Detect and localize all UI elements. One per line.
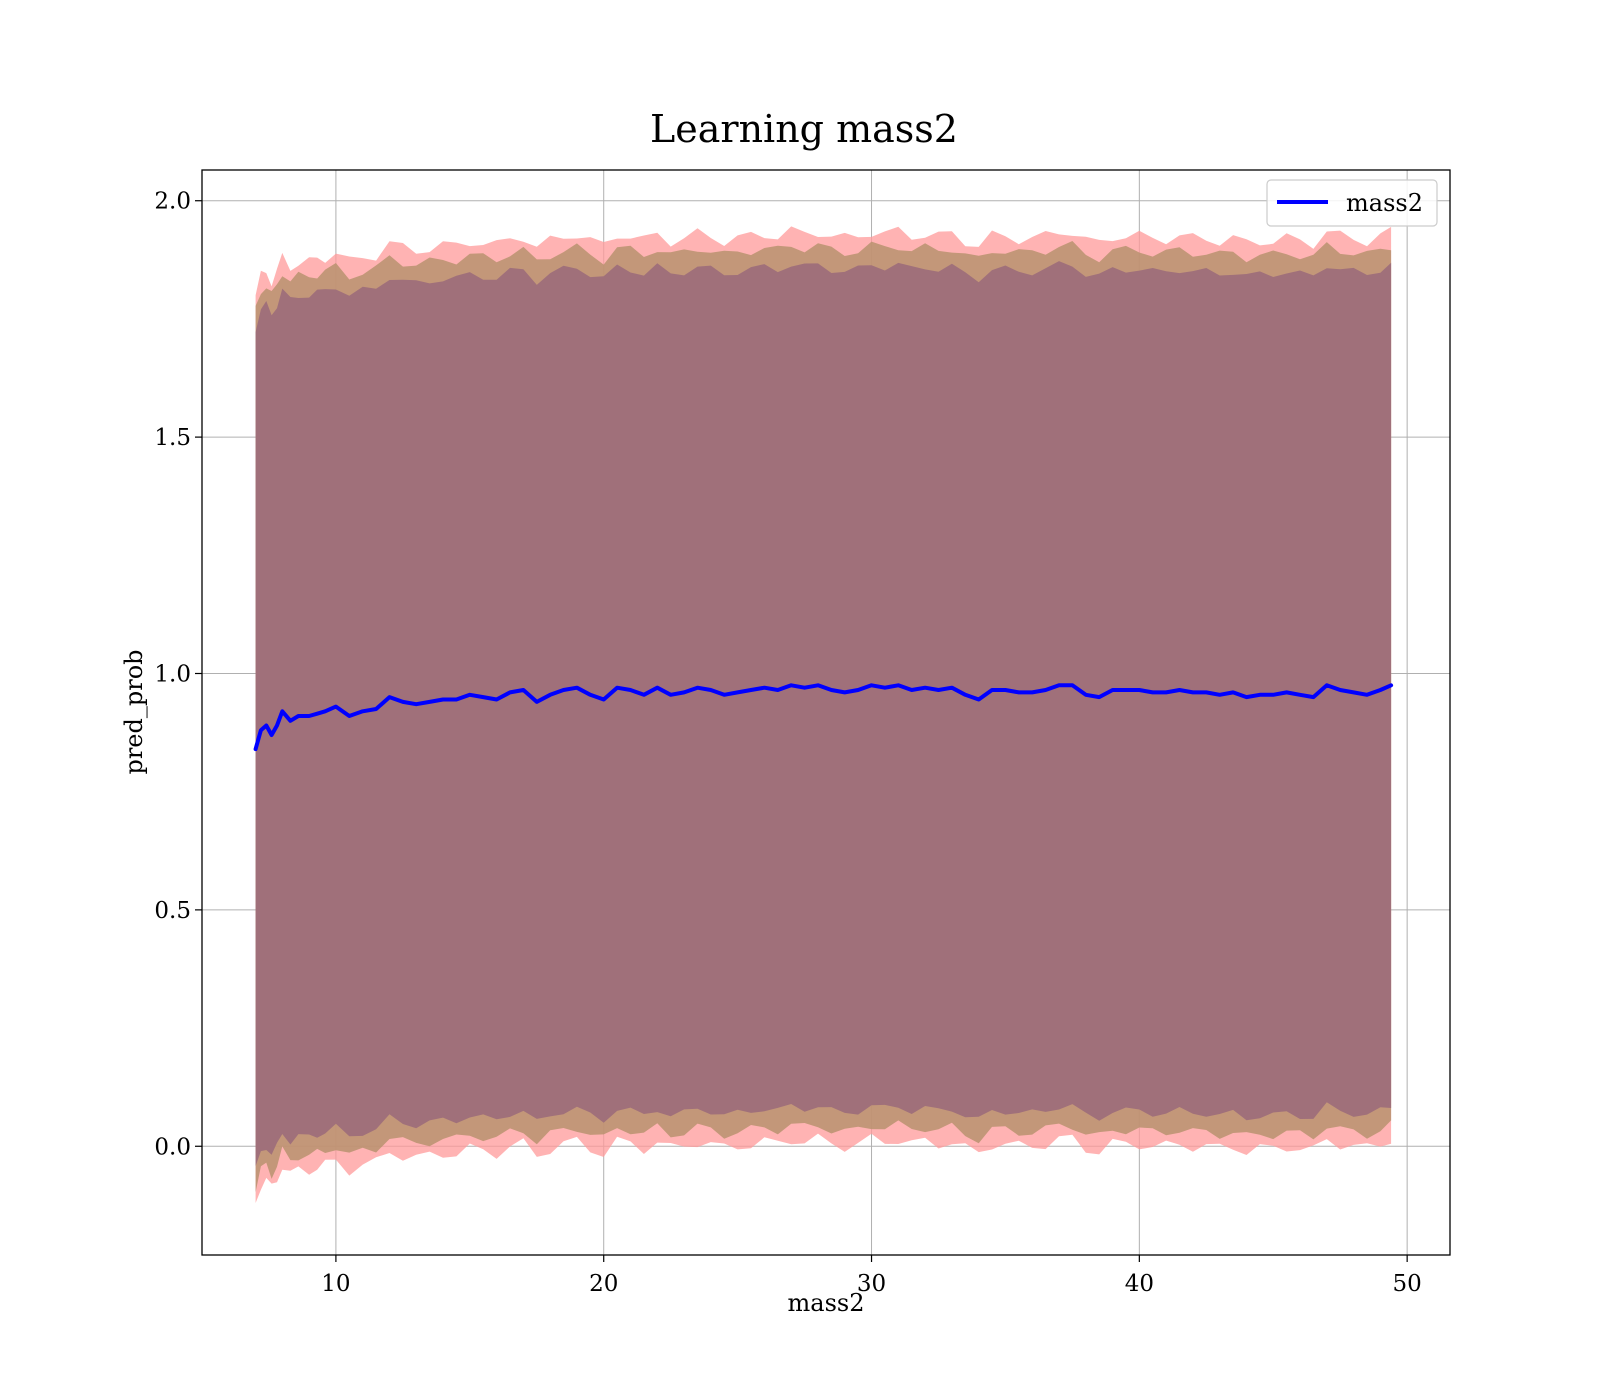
legend: mass2	[1266, 179, 1438, 227]
y-tick-label: 1.5	[154, 425, 191, 451]
y-tick-label: 0.0	[154, 1134, 191, 1160]
x-axis: 10 20 30 40 50	[321, 1255, 1422, 1297]
x-tick-label: 10	[321, 1271, 350, 1297]
x-tick-label: 50	[1393, 1271, 1422, 1297]
y-tick-label: 0.5	[154, 898, 191, 924]
series-layer	[253, 683, 1394, 752]
axes-frame	[201, 169, 1451, 1256]
chart-title: Learning mass2	[650, 107, 958, 151]
y-tick-label: 1.0	[154, 661, 191, 687]
legend-label-mass2: mass2	[1346, 189, 1423, 217]
confidence-bands	[255, 226, 1392, 1203]
y-axis: 0.0 0.5 1.0 1.5 2.0	[154, 189, 202, 1160]
x-tick-label: 40	[1125, 1271, 1154, 1297]
plot-area	[201, 169, 1451, 1256]
series-line-mass2	[253, 683, 1394, 752]
x-tick-label: 20	[589, 1271, 618, 1297]
y-tick-label: 2.0	[154, 189, 191, 215]
x-axis-label: mass2	[788, 1289, 865, 1317]
x-tick-label: 30	[857, 1271, 886, 1297]
legend-frame	[1266, 179, 1438, 227]
band-inner	[255, 261, 1392, 1167]
y-axis-label: pred_prob	[120, 649, 148, 774]
